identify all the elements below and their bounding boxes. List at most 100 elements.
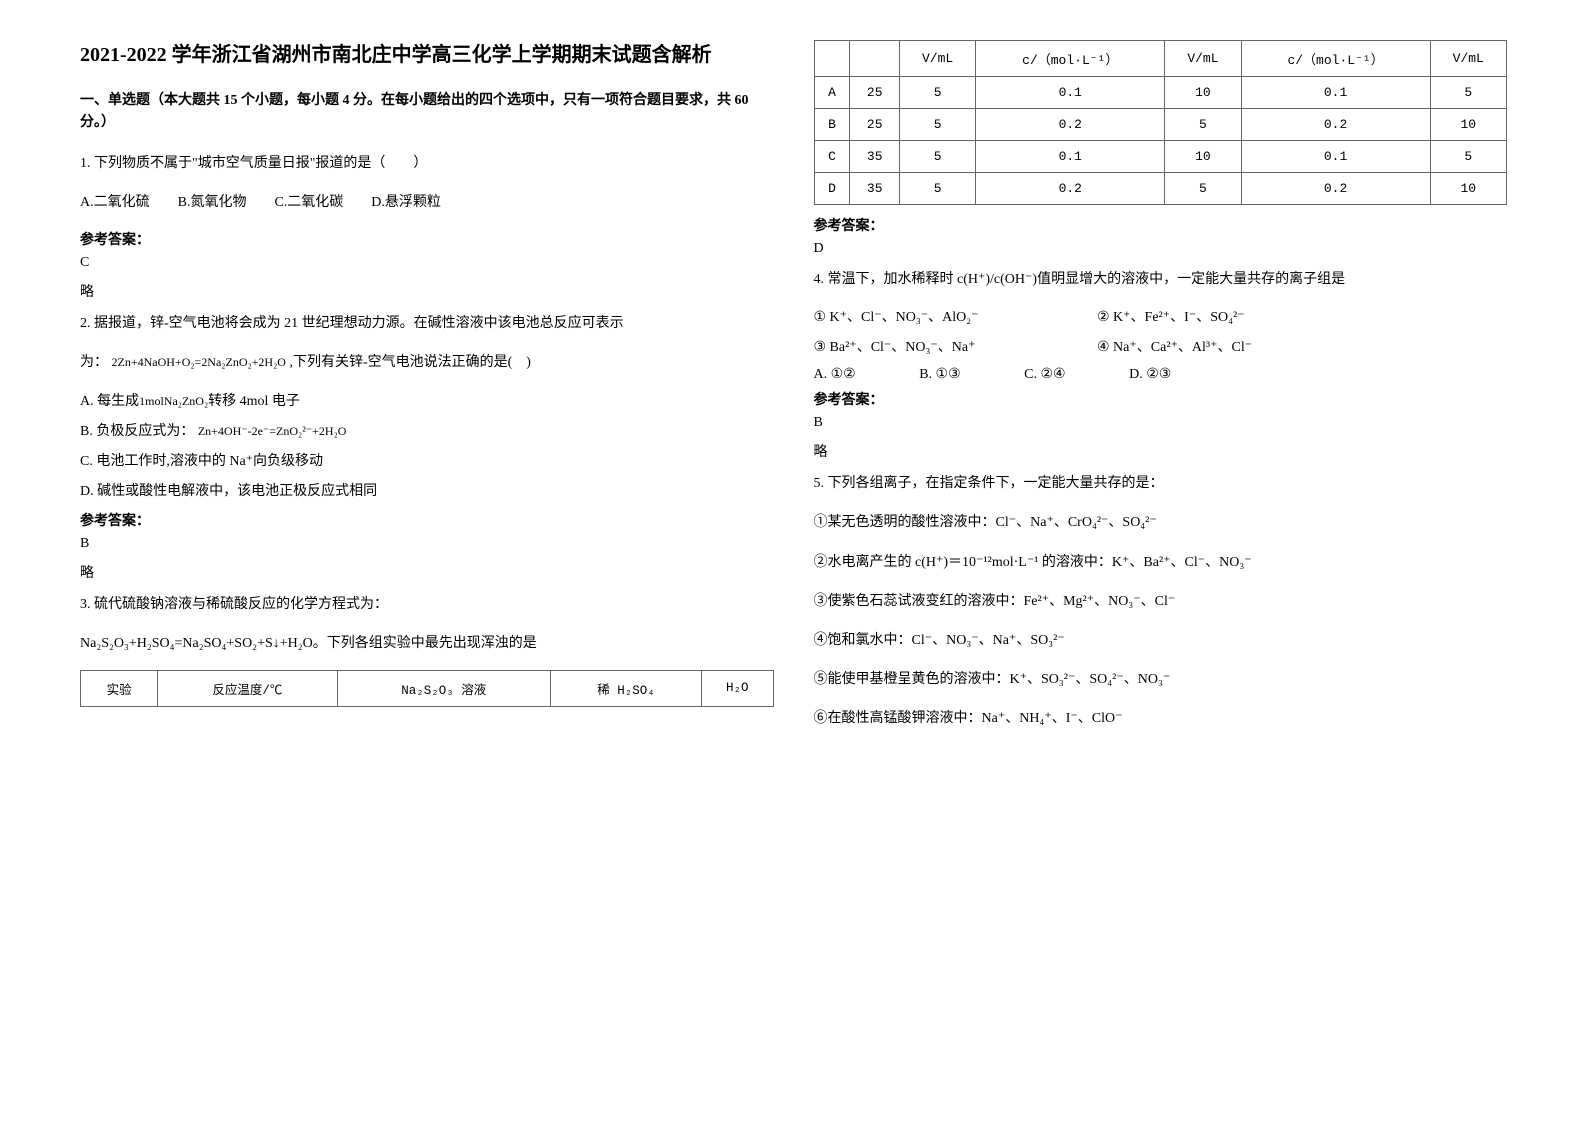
q3-table2: V/mL c/（mol·L⁻¹） V/mL c/（mol·L⁻¹） V/mL A… bbox=[814, 40, 1508, 205]
cell: 5 bbox=[899, 77, 975, 109]
cell: 5 bbox=[1430, 141, 1506, 173]
q4-line2-l: ③ Ba²⁺、Cl⁻、NO₃⁻、Na⁺ bbox=[814, 336, 1094, 356]
cell: 10 bbox=[1430, 109, 1506, 141]
table-row: 实验 反应温度/℃ Na₂S₂O₃ 溶液 稀 H₂SO₄ H₂O bbox=[81, 670, 774, 706]
table-row: V/mL c/（mol·L⁻¹） V/mL c/（mol·L⁻¹） V/mL bbox=[814, 41, 1507, 77]
q4-opts: A. ①② B. ①③ C. ②④ D. ②③ bbox=[814, 366, 1508, 383]
q2-optB-eq: Zn+4OH⁻-2e⁻=ZnO₂²⁻+2H₂O bbox=[198, 424, 347, 438]
cell: A bbox=[814, 77, 850, 109]
q2-optB: B. 负极反应式为： Zn+4OH⁻-2e⁻=ZnO₂²⁻+2H₂O bbox=[80, 420, 774, 440]
cell: B bbox=[814, 109, 850, 141]
q3-stem2: Na₂S₂O₃+H₂SO₄=Na₂SO₄+SO₂+S↓+H₂O。下列各组实验中最… bbox=[80, 631, 774, 656]
cell: 0.2 bbox=[976, 173, 1165, 205]
cell: 5 bbox=[1165, 173, 1241, 205]
table-row: D 35 5 0.2 5 0.2 10 bbox=[814, 173, 1507, 205]
cell: V/mL bbox=[1165, 41, 1241, 77]
q5-l1: ①某无色透明的酸性溶液中：Cl⁻、Na⁺、CrO₄²⁻、SO₄²⁻ bbox=[814, 510, 1508, 535]
q2-optA: A. 每生成1molNa₂ZnO₂转移 4mol 电子 bbox=[80, 390, 774, 410]
cell: 0.1 bbox=[976, 141, 1165, 173]
q1-opts: A.二氧化硫 B.氮氧化物 C.二氧化碳 D.悬浮颗粒 bbox=[80, 190, 774, 215]
cell: 0.1 bbox=[1241, 77, 1430, 109]
left-column: 2021-2022 学年浙江省湖州市南北庄中学高三化学上学期期末试题含解析 一、… bbox=[60, 40, 794, 1082]
cell: 10 bbox=[1165, 141, 1241, 173]
table-row: B 25 5 0.2 5 0.2 10 bbox=[814, 109, 1507, 141]
q4-ans: B bbox=[814, 415, 1508, 431]
cell: 0.2 bbox=[976, 109, 1165, 141]
cell: 25 bbox=[850, 109, 899, 141]
cell: 0.1 bbox=[1241, 141, 1430, 173]
q2-optA-post: 转移 4mol 电子 bbox=[208, 394, 300, 409]
cell: D bbox=[814, 173, 850, 205]
q4-line1-r: ② K⁺、Fe²⁺、I⁻、SO₄²⁻ bbox=[1097, 310, 1245, 325]
cell: H₂O bbox=[701, 670, 773, 706]
cell: 0.1 bbox=[976, 77, 1165, 109]
cell: C bbox=[814, 141, 850, 173]
q2-optC: C. 电池工作时,溶液中的 Na⁺向负级移动 bbox=[80, 450, 774, 470]
cell: 25 bbox=[850, 77, 899, 109]
q4-optD: D. ②③ bbox=[1129, 366, 1171, 383]
q2-ans: B bbox=[80, 536, 774, 552]
cell: 5 bbox=[1165, 109, 1241, 141]
q3-table1: 实验 反应温度/℃ Na₂S₂O₃ 溶液 稀 H₂SO₄ H₂O bbox=[80, 670, 774, 707]
cell: 5 bbox=[899, 173, 975, 205]
q4-line1-l: ① K⁺、Cl⁻、NO₃⁻、AlO₂⁻ bbox=[814, 306, 1094, 326]
q4-ans-label: 参考答案： bbox=[814, 389, 1508, 409]
q1-ans: C bbox=[80, 255, 774, 271]
q5-l3: ③使紫色石蕊试液变红的溶液中：Fe²⁺、Mg²⁺、NO₃⁻、Cl⁻ bbox=[814, 589, 1508, 614]
table-row: A 25 5 0.1 10 0.1 5 bbox=[814, 77, 1507, 109]
cell: c/（mol·L⁻¹） bbox=[1241, 41, 1430, 77]
cell: 0.2 bbox=[1241, 173, 1430, 205]
q3-stem1: 3. 硫代硫酸钠溶液与稀硫酸反应的化学方程式为： bbox=[80, 592, 774, 617]
q4-optA: A. ①② bbox=[814, 366, 856, 383]
q5-l6: ⑥在酸性高锰酸钾溶液中：Na⁺、NH₄⁺、I⁻、ClO⁻ bbox=[814, 706, 1508, 731]
q1-ans-label: 参考答案： bbox=[80, 229, 774, 249]
q5-l2: ②水电离产生的 c(H⁺)＝10⁻¹²mol·L⁻¹ 的溶液中：K⁺、Ba²⁺、… bbox=[814, 550, 1508, 575]
q2-stem2: 为： 2Zn+4NaOH+O₂=2Na₂ZnO₂+2H₂O ,下列有关锌-空气电… bbox=[80, 350, 774, 375]
q5-l5: ⑤能使甲基橙呈黄色的溶液中：K⁺、SO₃²⁻、SO₄²⁻、NO₃⁻ bbox=[814, 667, 1508, 692]
cell: 反应温度/℃ bbox=[158, 670, 337, 706]
cell: Na₂S₂O₃ 溶液 bbox=[337, 670, 550, 706]
right-column: V/mL c/（mol·L⁻¹） V/mL c/（mol·L⁻¹） V/mL A… bbox=[794, 40, 1528, 1082]
cell: 10 bbox=[1430, 173, 1506, 205]
cell: 5 bbox=[899, 109, 975, 141]
q4-optC: C. ②④ bbox=[1024, 366, 1065, 383]
q3-ans: D bbox=[814, 241, 1508, 257]
cell: V/mL bbox=[899, 41, 975, 77]
q2-optA-pre: A. 每生成 bbox=[80, 394, 139, 409]
q4-optB: B. ①③ bbox=[919, 366, 960, 383]
cell: 5 bbox=[1430, 77, 1506, 109]
q2-stem2-post: ,下列有关锌-空气电池说法正确的是( ) bbox=[289, 355, 531, 370]
section-intro: 一、单选题（本大题共 15 个小题，每小题 4 分。在每小题给出的四个选项中，只… bbox=[80, 90, 774, 135]
q4-stem: 4. 常温下，加水稀释时 c(H⁺)/c(OH⁻)值明显增大的溶液中，一定能大量… bbox=[814, 267, 1508, 292]
cell: 35 bbox=[850, 141, 899, 173]
q2-optB-pre: B. 负极反应式为： bbox=[80, 424, 194, 439]
cell bbox=[850, 41, 899, 77]
q1-stem: 1. 下列物质不属于"城市空气质量日报"报道的是（ ） bbox=[80, 151, 774, 176]
cell: 稀 H₂SO₄ bbox=[550, 670, 701, 706]
cell: 35 bbox=[850, 173, 899, 205]
cell: 0.2 bbox=[1241, 109, 1430, 141]
q2-stem2-eq: 2Zn+4NaOH+O₂=2Na₂ZnO₂+2H₂O bbox=[112, 355, 286, 369]
q3-ans-label: 参考答案： bbox=[814, 215, 1508, 235]
q4-line1: ① K⁺、Cl⁻、NO₃⁻、AlO₂⁻ ② K⁺、Fe²⁺、I⁻、SO₄²⁻ bbox=[814, 306, 1508, 326]
cell: V/mL bbox=[1430, 41, 1506, 77]
cell: 实验 bbox=[81, 670, 158, 706]
q4-line2-r: ④ Na⁺、Ca²⁺、Al³⁺、Cl⁻ bbox=[1097, 340, 1252, 355]
q2-stem2-pre: 为： bbox=[80, 355, 108, 370]
q5-l4: ④饱和氯水中：Cl⁻、NO₃⁻、Na⁺、SO₃²⁻ bbox=[814, 628, 1508, 653]
q1-note: 略 bbox=[80, 281, 774, 301]
cell: 5 bbox=[899, 141, 975, 173]
q2-note: 略 bbox=[80, 562, 774, 582]
doc-title: 2021-2022 学年浙江省湖州市南北庄中学高三化学上学期期末试题含解析 bbox=[80, 40, 774, 70]
q2-ans-label: 参考答案： bbox=[80, 510, 774, 530]
q2-optA-eq: 1molNa₂ZnO₂ bbox=[139, 394, 208, 408]
cell: 10 bbox=[1165, 77, 1241, 109]
table-row: C 35 5 0.1 10 0.1 5 bbox=[814, 141, 1507, 173]
q4-note: 略 bbox=[814, 441, 1508, 461]
cell: c/（mol·L⁻¹） bbox=[976, 41, 1165, 77]
q4-line2: ③ Ba²⁺、Cl⁻、NO₃⁻、Na⁺ ④ Na⁺、Ca²⁺、Al³⁺、Cl⁻ bbox=[814, 336, 1508, 356]
q5-stem: 5. 下列各组离子，在指定条件下，一定能大量共存的是： bbox=[814, 471, 1508, 496]
q2-optD: D. 碱性或酸性电解液中，该电池正极反应式相同 bbox=[80, 480, 774, 500]
q2-stem1: 2. 据报道，锌-空气电池将会成为 21 世纪理想动力源。在碱性溶液中该电池总反… bbox=[80, 311, 774, 336]
cell bbox=[814, 41, 850, 77]
